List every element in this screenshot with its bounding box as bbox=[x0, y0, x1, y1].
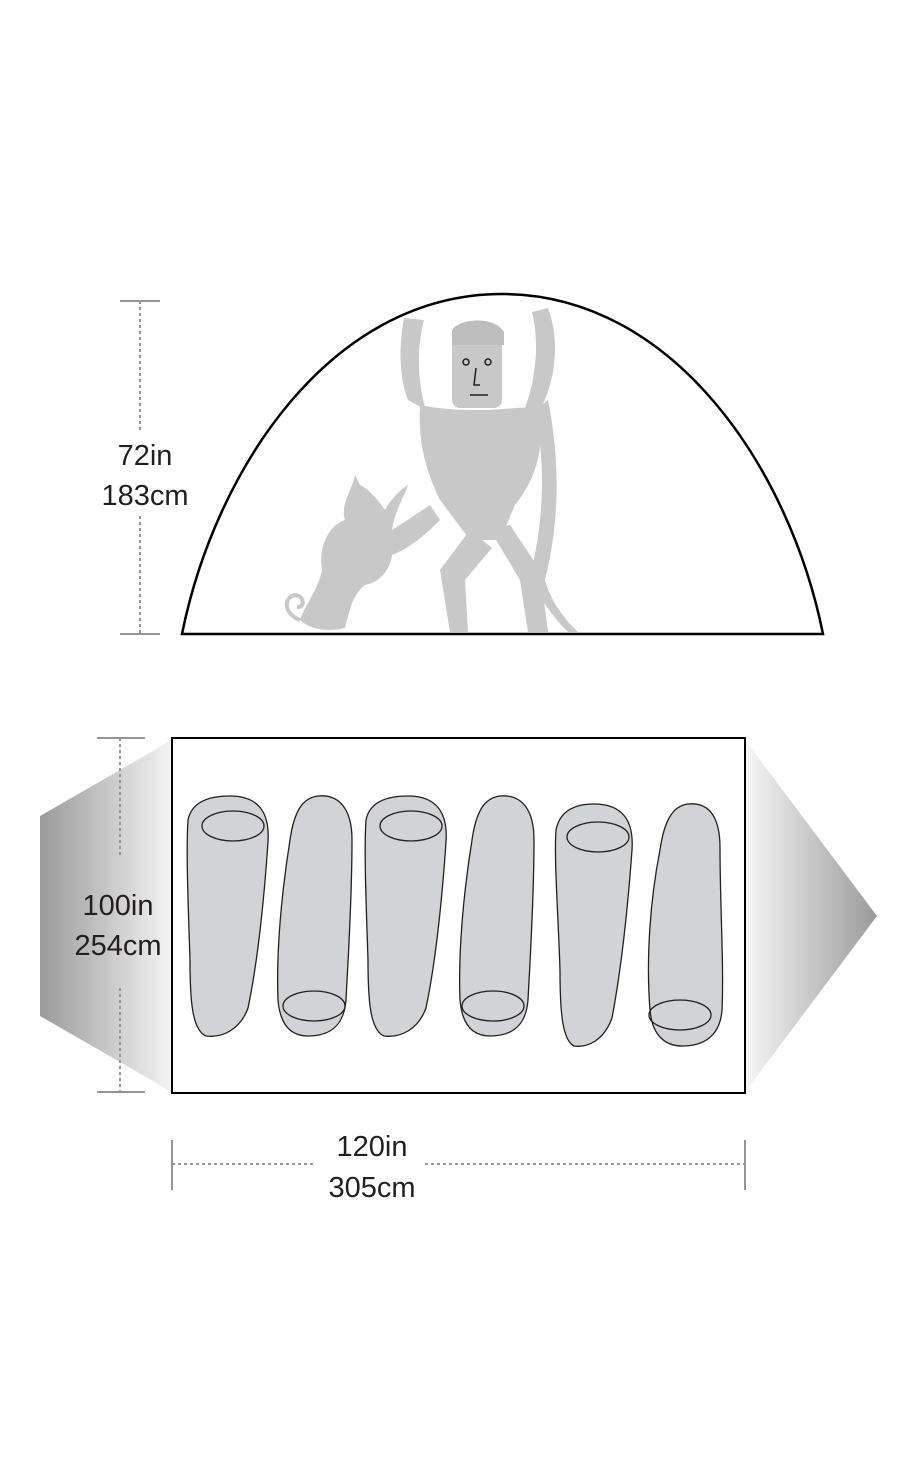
length-metric-label: 305cm bbox=[328, 1172, 415, 1204]
height-metric-label: 183cm bbox=[101, 480, 188, 512]
sleeping-bag-icon bbox=[458, 795, 535, 1037]
vestibule-left bbox=[40, 740, 172, 1092]
floor-outline bbox=[171, 737, 746, 1094]
tent-dome-outline bbox=[180, 292, 825, 636]
length-dimension bbox=[171, 1140, 746, 1190]
figure-face bbox=[462, 358, 492, 396]
tent-side-profile bbox=[180, 292, 825, 636]
tent-floor-plan bbox=[40, 737, 877, 1094]
width-imperial-label: 100in bbox=[83, 890, 154, 922]
sleeping-bag-icon bbox=[647, 803, 724, 1047]
length-imperial-label: 120in bbox=[337, 1131, 408, 1163]
sleeping-bag-icon bbox=[276, 795, 353, 1037]
sleeping-bag-icon bbox=[364, 795, 447, 1037]
sleeping-bag-icon bbox=[186, 795, 269, 1037]
sleeping-bag-icon bbox=[554, 803, 633, 1047]
width-metric-label: 254cm bbox=[74, 930, 161, 962]
person-and-dog-figure bbox=[284, 308, 578, 632]
width-dimension bbox=[97, 737, 145, 1093]
height-imperial-label: 72in bbox=[118, 440, 173, 472]
vestibule-right bbox=[745, 740, 877, 1092]
height-dimension bbox=[120, 300, 160, 635]
